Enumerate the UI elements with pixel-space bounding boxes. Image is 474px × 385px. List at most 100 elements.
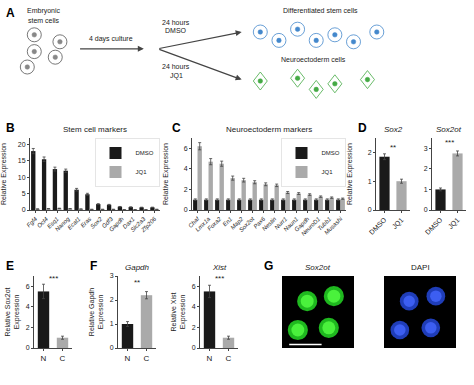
svg-text:Map2: Map2 <box>229 215 244 230</box>
svg-text:6: 6 <box>26 283 30 290</box>
svg-text:1: 1 <box>368 178 372 185</box>
svg-text:Neuroectoderm markers: Neuroectoderm markers <box>226 125 312 134</box>
svg-text:Gapdh: Gapdh <box>293 215 310 232</box>
svg-text:**: ** <box>134 278 140 287</box>
svg-text:***: *** <box>49 274 58 283</box>
svg-text:Sox2ot: Sox2ot <box>238 216 256 234</box>
svg-text:Relative Sox2otExpression: Relative Sox2otExpression <box>4 287 21 336</box>
svg-text:Sox2ot: Sox2ot <box>436 125 462 134</box>
svg-text:0: 0 <box>368 206 372 213</box>
svg-text:A: A <box>6 6 15 20</box>
svg-text:DMSO: DMSO <box>424 216 444 236</box>
svg-text:Stem cell markers: Stem cell markers <box>63 125 127 134</box>
svg-text:C: C <box>172 121 181 135</box>
svg-text:***: *** <box>445 138 454 147</box>
svg-text:2: 2 <box>424 165 428 172</box>
svg-text:Neuroectoderm cells: Neuroectoderm cells <box>281 56 346 63</box>
svg-text:Eras: Eras <box>79 216 92 229</box>
svg-text:6: 6 <box>192 283 196 290</box>
svg-text:DMSO: DMSO <box>322 150 340 156</box>
svg-text:Musashi: Musashi <box>323 215 344 236</box>
svg-text:Nestin: Nestin <box>261 215 278 232</box>
svg-text:2: 2 <box>192 324 196 331</box>
svg-text:Oct4: Oct4 <box>36 215 50 229</box>
svg-text:Zfp206: Zfp206 <box>139 215 158 234</box>
svg-text:Esq1: Esq1 <box>46 216 60 230</box>
svg-text:4: 4 <box>184 165 188 172</box>
svg-text:Gapdh: Gapdh <box>108 215 125 232</box>
svg-text:C: C <box>144 354 150 363</box>
svg-text:Sox2: Sox2 <box>384 125 403 134</box>
svg-text:3: 3 <box>110 272 114 279</box>
svg-text:1: 1 <box>110 320 114 327</box>
svg-text:JQ1: JQ1 <box>170 72 183 80</box>
svg-text:5: 5 <box>22 190 26 197</box>
svg-text:Relative Expression: Relative Expression <box>162 143 170 205</box>
svg-text:Dax1: Dax1 <box>122 216 136 230</box>
svg-text:4: 4 <box>192 303 196 310</box>
svg-text:F: F <box>90 259 97 273</box>
svg-text:DAPI: DAPI <box>411 263 430 272</box>
svg-text:4 days culture: 4 days culture <box>89 35 133 43</box>
svg-text:2: 2 <box>184 186 188 193</box>
svg-text:Ecat1: Ecat1 <box>66 216 81 231</box>
svg-text:Slc2a3: Slc2a3 <box>129 215 147 233</box>
svg-text:JQ1: JQ1 <box>447 216 462 231</box>
svg-text:2: 2 <box>368 149 372 156</box>
svg-text:2: 2 <box>110 296 114 303</box>
svg-text:0: 0 <box>22 206 26 213</box>
svg-text:0: 0 <box>192 344 196 351</box>
svg-text:24 hours: 24 hours <box>162 19 190 26</box>
svg-text:Differentiated stem cells: Differentiated stem cells <box>283 7 358 14</box>
svg-text:JQ1: JQ1 <box>136 169 148 175</box>
svg-text:Tubb1: Tubb1 <box>316 216 332 232</box>
svg-text:Lmx1a: Lmx1a <box>194 215 211 232</box>
svg-text:B: B <box>6 121 15 135</box>
svg-text:3: 3 <box>424 145 428 152</box>
svg-text:0: 0 <box>110 344 114 351</box>
svg-text:N: N <box>125 354 131 363</box>
svg-text:Naun1: Naun1 <box>283 216 300 233</box>
svg-text:Sox2ot: Sox2ot <box>305 263 331 272</box>
svg-text:Gapdh: Gapdh <box>125 263 150 272</box>
svg-text:Relative XistExpression: Relative XistExpression <box>170 292 187 331</box>
svg-text:10: 10 <box>18 174 26 181</box>
svg-text:4: 4 <box>26 303 30 310</box>
svg-text:Xist: Xist <box>212 263 227 272</box>
svg-text:24 hours: 24 hours <box>162 63 190 70</box>
svg-text:C: C <box>60 354 66 363</box>
svg-text:N: N <box>41 354 47 363</box>
svg-text:1: 1 <box>424 186 428 193</box>
svg-text:DMSO: DMSO <box>136 150 154 156</box>
svg-text:0: 0 <box>26 344 30 351</box>
svg-text:Foxa2: Foxa2 <box>206 215 223 232</box>
svg-text:stem cells: stem cells <box>28 17 60 24</box>
svg-text:DMSO: DMSO <box>368 216 388 236</box>
svg-text:En1: En1 <box>222 216 234 228</box>
svg-text:Relative Expression: Relative Expression <box>346 143 354 205</box>
svg-text:C: C <box>226 354 232 363</box>
svg-text:Relative Expression: Relative Expression <box>0 143 8 205</box>
svg-text:20: 20 <box>18 141 26 148</box>
svg-text:G: G <box>264 259 273 273</box>
svg-text:Relative GapdhExpression: Relative GapdhExpression <box>88 288 105 336</box>
svg-text:**: ** <box>390 143 396 152</box>
svg-text:Chaf: Chaf <box>187 215 201 229</box>
svg-text:E: E <box>6 259 14 273</box>
svg-text:JQ1: JQ1 <box>322 169 334 175</box>
svg-text:6: 6 <box>184 145 188 152</box>
svg-text:JQ1: JQ1 <box>391 216 406 231</box>
svg-text:D: D <box>358 121 367 135</box>
svg-text:Pax6: Pax6 <box>252 215 266 229</box>
svg-text:0: 0 <box>424 206 428 213</box>
svg-text:NeuroD1: NeuroD1 <box>300 216 321 237</box>
svg-text:Embryonic: Embryonic <box>27 7 61 15</box>
svg-text:N: N <box>207 354 213 363</box>
svg-text:2: 2 <box>26 324 30 331</box>
svg-text:Nanog: Nanog <box>54 215 71 232</box>
svg-text:***: *** <box>215 274 224 283</box>
svg-text:Gdf3: Gdf3 <box>101 215 115 229</box>
svg-text:Nurr1: Nurr1 <box>273 216 288 231</box>
svg-text:DMSO: DMSO <box>165 27 187 34</box>
svg-text:Fgf4: Fgf4 <box>26 215 39 228</box>
